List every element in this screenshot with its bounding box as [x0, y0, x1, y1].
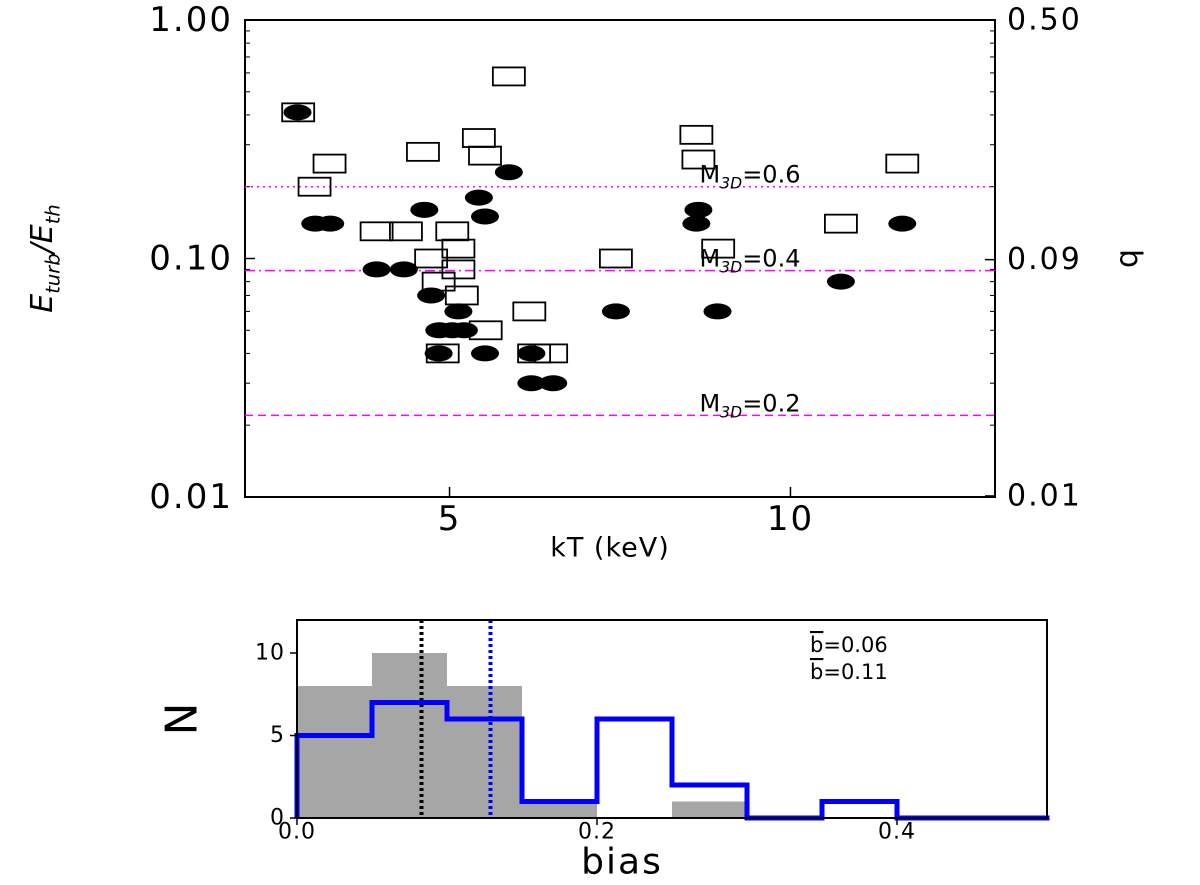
reference-label: M3D=0.2: [700, 389, 801, 421]
x-tick-label: 0.2: [578, 820, 616, 845]
point: [444, 285, 479, 306]
reference-label: M3D=0.4: [700, 245, 801, 277]
y-tick-label: 10: [255, 641, 285, 666]
point: [539, 375, 568, 392]
y-tick-label: 0.10: [149, 239, 233, 279]
y2-tick-label: 0.09: [1007, 242, 1082, 277]
y-axis-label: Eturb/Eth: [25, 204, 65, 312]
point: [826, 273, 855, 290]
point: [444, 303, 473, 320]
point: [471, 345, 499, 362]
point: [517, 375, 546, 392]
point: [414, 248, 449, 269]
y2-tick-label: 0.01: [1007, 478, 1082, 513]
point: [471, 208, 499, 225]
text-part: b: [810, 660, 823, 684]
point: [468, 320, 503, 341]
point: [389, 261, 418, 278]
point: [424, 345, 453, 362]
y-tick-label: 1.00: [149, 0, 233, 40]
point: [494, 164, 523, 181]
x-tick-label: 0.4: [878, 820, 916, 845]
text-part: =0.06: [823, 633, 887, 657]
point: [599, 248, 633, 269]
point: [491, 66, 526, 87]
scatter-panel: 0.010.101.000.010.090.505 10M3D=0.6M3D=0.…: [25, 0, 1148, 564]
annotation: b=0.11: [810, 660, 888, 684]
point: [410, 201, 439, 218]
x-tick-label: 10: [767, 499, 814, 539]
y2-tick-label: 0.50: [1007, 3, 1082, 38]
text-part: M: [700, 389, 721, 417]
text-part: =0.2: [742, 389, 800, 417]
point: [468, 145, 502, 166]
point: [684, 201, 713, 218]
x-tick-label: 0.0: [278, 820, 316, 845]
point: [703, 303, 732, 320]
x-axis-label: bias: [581, 842, 663, 883]
text-part: =0.11: [823, 660, 887, 684]
y2-axis-label: b: [1113, 249, 1148, 268]
text-part: /E: [25, 224, 60, 256]
point: [281, 102, 316, 123]
point: [312, 153, 347, 174]
subscript: 3D: [720, 259, 742, 277]
point: [682, 215, 711, 232]
text-part: =0.4: [742, 245, 800, 273]
point: [517, 345, 546, 362]
y-axis-label: N: [157, 703, 208, 736]
point: [601, 303, 630, 320]
point: [425, 343, 460, 364]
point: [512, 301, 547, 322]
subscript: th: [42, 204, 65, 224]
point: [441, 259, 476, 280]
subscript: 3D: [720, 403, 742, 421]
point: [681, 149, 716, 170]
point: [406, 141, 440, 162]
x-axis-label: kT (keV): [550, 533, 670, 564]
plot-frame: [296, 619, 1048, 819]
point: [297, 176, 332, 197]
point: [362, 261, 391, 278]
point: [679, 124, 714, 145]
text-part: =0.6: [742, 161, 800, 189]
y-tick-label: 0: [270, 806, 285, 831]
point: [389, 221, 423, 242]
point: [517, 343, 551, 364]
text-part: M: [700, 161, 721, 189]
bar: [672, 801, 747, 818]
plot-frame: [244, 19, 996, 498]
point: [701, 238, 736, 259]
point: [359, 221, 394, 242]
point: [435, 221, 470, 242]
annotation: b=0.06: [810, 633, 888, 657]
bar: [372, 653, 447, 818]
text-part: M: [700, 245, 721, 273]
x-tick-label: 5: [438, 499, 462, 539]
subscript: turb: [42, 253, 65, 293]
point: [449, 322, 478, 339]
point: [888, 215, 917, 232]
point: [824, 213, 858, 234]
point: [316, 215, 345, 232]
point: [461, 128, 496, 148]
y-tick-label: 5: [270, 723, 285, 748]
y-tick-label: 0.01: [149, 477, 233, 517]
point: [464, 189, 493, 206]
text-part: E: [25, 294, 60, 313]
text-part: b: [810, 633, 823, 657]
point: [885, 153, 920, 174]
bar: [522, 801, 597, 818]
bar: [297, 686, 372, 818]
point: [534, 343, 569, 364]
subscript: 3D: [720, 175, 742, 193]
point: [421, 271, 456, 292]
point: [283, 104, 312, 121]
bar: [447, 686, 522, 818]
